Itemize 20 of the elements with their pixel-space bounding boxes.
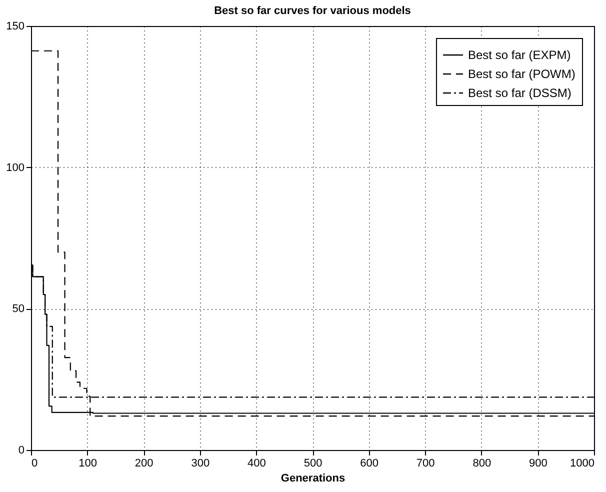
x-tick-label: 300 — [191, 458, 210, 470]
x-tick-label: 100 — [78, 458, 97, 470]
x-tick-label: 500 — [304, 458, 322, 470]
y-tick-label: 50 — [12, 303, 24, 316]
chart-title: Best so far curves for various models — [214, 5, 411, 17]
legend-label: Best so far (DSSM) — [468, 86, 572, 100]
y-tick-label: 0 — [18, 444, 24, 456]
x-tick-label: 0 — [32, 458, 38, 470]
legend-label: Best so far (POWM) — [468, 67, 576, 81]
y-tick-label: 150 — [6, 20, 24, 32]
x-tick-label: 800 — [472, 458, 492, 470]
x-tick-label: 400 — [248, 458, 266, 470]
x-tick-label: 1000 — [570, 458, 594, 470]
legend-label: Best so far (EXPM) — [468, 48, 571, 62]
x-tick-label: 600 — [360, 458, 378, 470]
y-tick-label: 100 — [6, 162, 24, 174]
x-tick-label: 700 — [416, 458, 435, 470]
x-tick-label: 900 — [529, 458, 548, 470]
x-axis-title: Generations — [280, 472, 346, 484]
x-tick-label: 200 — [134, 458, 154, 470]
